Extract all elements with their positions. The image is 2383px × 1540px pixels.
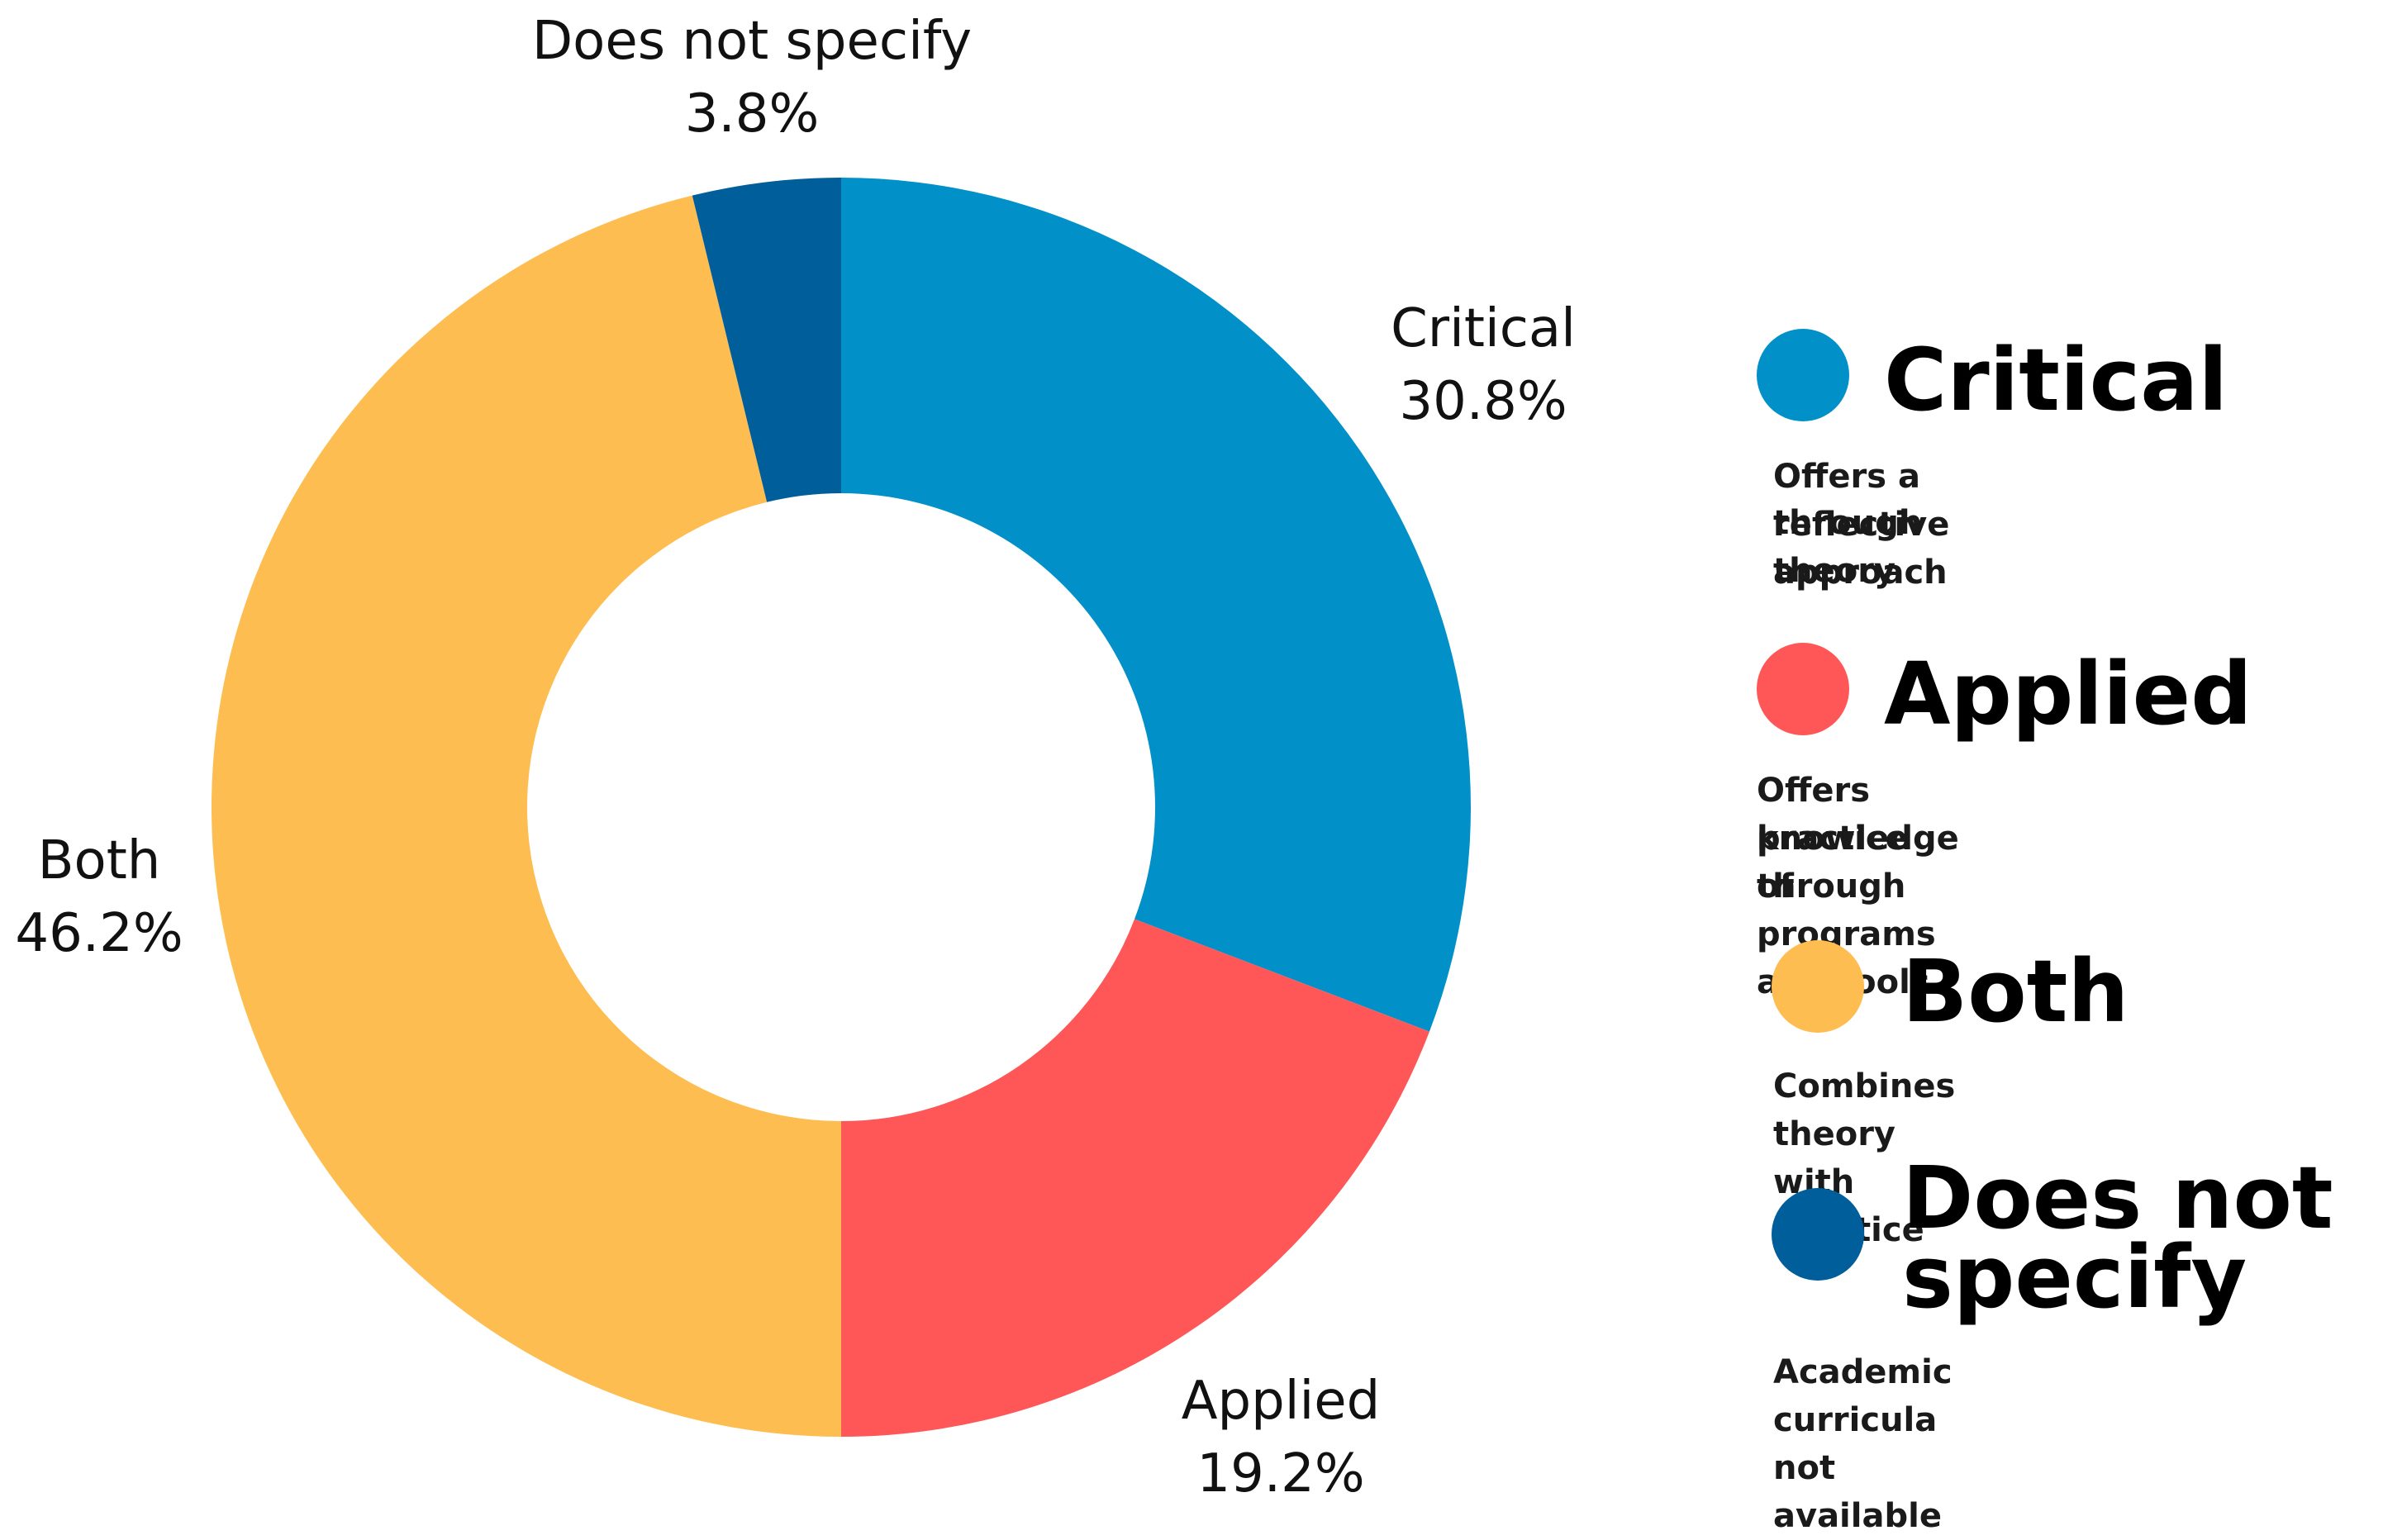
- legend-desc-critical-2: through theory: [1773, 504, 1923, 590]
- slice-label-unspecified-name: Does not specify: [531, 11, 973, 72]
- slice-label-unspecified-value: 3.8%: [684, 83, 820, 145]
- legend-desc-unspecified-1: Academic curricula not available: [1773, 1353, 1953, 1535]
- slice-applied: [841, 919, 1429, 1437]
- slice-critical: [841, 178, 1472, 1032]
- slice-label-applied-value: 19.2%: [1196, 1443, 1365, 1504]
- legend-title-unspecified-2: specify: [1902, 1227, 2247, 1328]
- legend-desc-critical-1: Offers a reflective approach: [1773, 458, 1950, 592]
- legend-title-critical: Critical: [1884, 330, 2228, 430]
- legend-swatch-critical: [1757, 329, 1849, 421]
- slice-label-critical: Critical 30.8%: [1330, 292, 1636, 438]
- slice-does-not-specify: [692, 178, 841, 502]
- legend-title-unspecified-1: Does not: [1902, 1148, 2333, 1248]
- slice-label-critical-value: 30.8%: [1399, 371, 1567, 432]
- legend-swatch-unspecified: [1772, 1188, 1864, 1281]
- slice-label-critical-name: Critical: [1391, 298, 1576, 359]
- slice-label-both-name: Both: [37, 830, 161, 891]
- slice-label-both: Both 46.2%: [0, 825, 198, 970]
- slice-label-unspecified: Does not specify 3.8%: [496, 5, 1008, 150]
- slice-label-both-value: 46.2%: [15, 903, 183, 964]
- slice-both: [212, 195, 842, 1438]
- legend-desc-applied-1: Offers knowledge through: [1757, 772, 1959, 905]
- legend-swatch-applied: [1757, 643, 1849, 735]
- slice-label-applied-name: Applied: [1181, 1371, 1381, 1432]
- slice-label-applied: Applied 19.2%: [1140, 1365, 1421, 1510]
- legend-swatch-both: [1772, 940, 1864, 1033]
- legend-title-applied: Applied: [1884, 644, 2252, 744]
- legend-title-both: Both: [1902, 941, 2129, 1042]
